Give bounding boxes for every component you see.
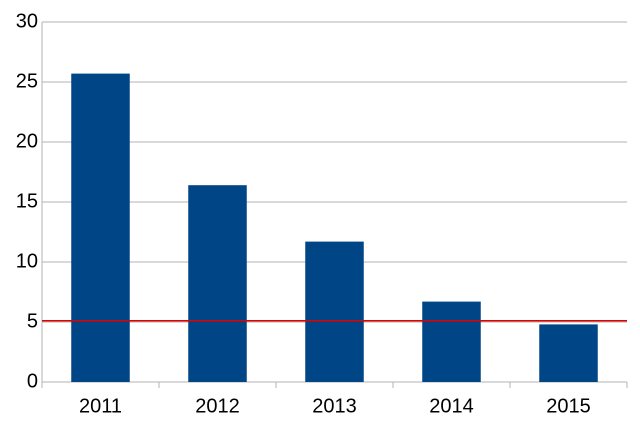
bar (188, 185, 247, 382)
y-tick-label: 10 (16, 250, 38, 272)
y-tick-label: 0 (27, 370, 38, 392)
bar (71, 73, 130, 382)
x-tick-label: 2012 (195, 395, 240, 417)
y-tick-label: 15 (16, 190, 38, 212)
x-tick-label: 2015 (546, 395, 591, 417)
bar (305, 241, 364, 382)
y-tick-label: 5 (27, 310, 38, 332)
x-tick-label: 2013 (312, 395, 357, 417)
y-tick-label: 25 (16, 70, 38, 92)
x-tick-label: 2014 (429, 395, 474, 417)
bar (539, 324, 598, 382)
y-tick-label: 30 (16, 10, 38, 32)
x-tick-label: 2011 (79, 395, 122, 417)
y-tick-label: 20 (16, 130, 38, 152)
bar (422, 301, 481, 382)
